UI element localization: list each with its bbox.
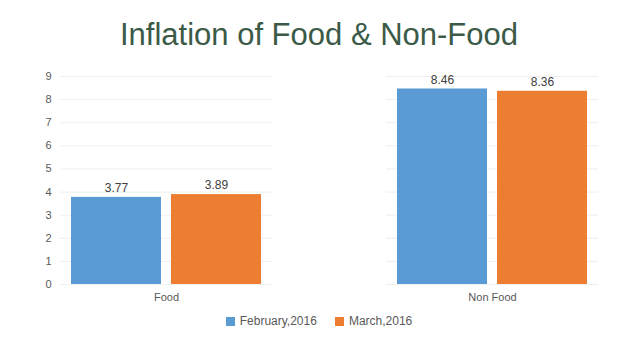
svg-text:Food: Food <box>154 291 179 303</box>
svg-text:8.46: 8.46 <box>431 73 455 87</box>
svg-text:6: 6 <box>45 139 51 151</box>
html-text:March,2016: March,2016 <box>348 314 413 328</box>
svg-text:7: 7 <box>45 116 51 128</box>
svg-text:1: 1 <box>45 255 51 267</box>
svg-text:3.77: 3.77 <box>105 181 129 195</box>
svg-text:8: 8 <box>45 93 51 105</box>
svg-text:9: 9 <box>45 70 51 82</box>
svg-text:5: 5 <box>45 162 51 174</box>
svg-text:3: 3 <box>45 209 51 221</box>
svg-text:0: 0 <box>45 278 51 290</box>
svg-text:Non Food: Non Food <box>468 291 516 303</box>
svg-text:3.89: 3.89 <box>205 178 229 192</box>
html-text:February,2016: February,2016 <box>239 314 317 328</box>
svg-text:4: 4 <box>45 186 51 198</box>
html-text:Inflation of Food & Non-Food: Inflation of Food & Non-Food <box>120 17 518 52</box>
svg-text:8.36: 8.36 <box>531 75 555 89</box>
svg-text:2: 2 <box>45 232 51 244</box>
